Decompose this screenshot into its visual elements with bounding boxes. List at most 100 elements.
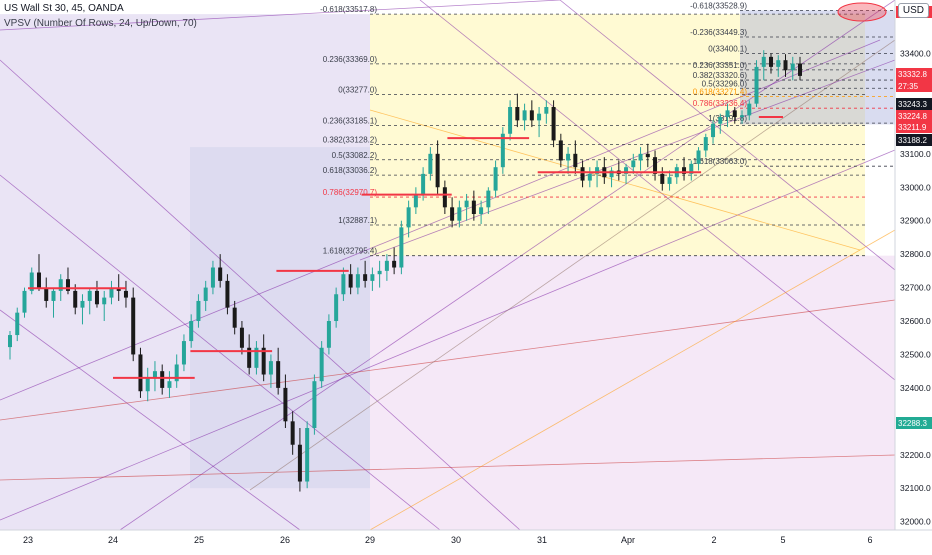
candle-body xyxy=(58,279,63,291)
candle-body xyxy=(283,387,288,422)
fib-level-label: 0.5(33296.0) xyxy=(702,79,748,88)
candle-body xyxy=(167,381,172,388)
candle xyxy=(580,160,585,188)
fib-level-label: 1(32887.1) xyxy=(338,216,377,225)
candle-body xyxy=(51,290,56,301)
candle xyxy=(435,140,440,194)
candle-body xyxy=(711,123,716,138)
candle-body xyxy=(203,287,208,301)
fib-level-label: 0.236(33185.1) xyxy=(323,116,378,125)
candle xyxy=(247,334,252,375)
price-tick-label: 32700.0 xyxy=(900,283,931,293)
candle xyxy=(660,167,665,191)
candle-body xyxy=(138,354,143,392)
price-badge: 33332.8 xyxy=(896,68,932,80)
candle-body xyxy=(65,279,70,291)
candle-body xyxy=(261,347,266,375)
candle xyxy=(44,277,49,308)
candle xyxy=(51,287,56,318)
candle-body xyxy=(493,167,498,191)
price-badge-label: 32288.3 xyxy=(898,419,927,428)
candle-body xyxy=(377,270,382,275)
candle xyxy=(479,200,484,225)
candle-body xyxy=(645,153,650,158)
candle-body xyxy=(326,321,331,348)
candle xyxy=(276,347,281,395)
candle xyxy=(290,411,295,455)
trend-line xyxy=(369,109,861,251)
candle xyxy=(138,347,143,398)
candle xyxy=(305,421,310,489)
price-badge-bg xyxy=(896,98,932,110)
candle-body xyxy=(181,341,186,365)
price-badge-bg xyxy=(896,80,932,92)
fib-level-label: 0.5(33082.2) xyxy=(332,151,378,160)
candle xyxy=(239,321,244,355)
candle-body xyxy=(406,207,411,228)
candle xyxy=(754,60,759,108)
candle-body xyxy=(558,140,563,161)
candle-body xyxy=(131,297,136,355)
candle-body xyxy=(225,280,230,308)
candle xyxy=(232,300,237,335)
fib-level-label: 0.786(32970.7) xyxy=(323,188,378,197)
candle-body xyxy=(210,267,215,288)
candle xyxy=(645,143,650,168)
time-tick-label: 5 xyxy=(780,535,785,545)
candle xyxy=(769,53,774,74)
candle-body xyxy=(8,335,12,348)
candle xyxy=(783,54,788,77)
candle xyxy=(406,200,411,238)
candle xyxy=(703,133,708,158)
candle xyxy=(689,160,694,181)
candle-body xyxy=(486,190,491,208)
currency-button[interactable]: USD xyxy=(897,3,929,18)
candle-body xyxy=(703,137,708,151)
candle-body xyxy=(790,63,795,71)
candle xyxy=(682,157,687,181)
candle-body xyxy=(29,272,34,291)
candle xyxy=(711,120,716,144)
candle xyxy=(587,167,592,188)
candle xyxy=(413,187,418,215)
price-badge: 27:35 xyxy=(896,80,932,92)
candle xyxy=(631,153,636,174)
candle xyxy=(36,254,41,291)
candle-body xyxy=(754,66,759,104)
candle-body xyxy=(102,297,107,305)
candle xyxy=(399,220,404,275)
symbol-title: US Wall St 30, 45, OANDA xyxy=(4,3,124,14)
candle-body xyxy=(232,307,237,328)
price-tick-label: 32600.0 xyxy=(900,316,931,326)
candle xyxy=(131,287,136,362)
price-badge-label: 33211.9 xyxy=(898,123,927,132)
candle xyxy=(225,274,230,315)
candle xyxy=(312,374,317,435)
trend-line xyxy=(0,39,881,401)
candle-body xyxy=(239,327,244,348)
candle xyxy=(283,374,288,429)
price-badge-label: 33332.8 xyxy=(898,70,927,79)
candle xyxy=(370,267,375,291)
candle-body xyxy=(218,267,223,281)
candle xyxy=(109,280,114,305)
candle xyxy=(94,280,99,308)
indicator-legend: VPSV (Number Of Rows, 24, Up/Down, 70) xyxy=(4,18,197,29)
trend-line xyxy=(359,59,896,261)
candle xyxy=(558,133,563,168)
candle-body xyxy=(80,300,85,308)
fib-level-label: 1.618(32795.4) xyxy=(323,247,378,256)
fib-level-label: -0.618(33517.8) xyxy=(320,5,377,14)
candle-body xyxy=(123,290,128,298)
candle-body xyxy=(145,377,150,392)
candle xyxy=(725,103,730,128)
fib-level-label: 1.618(33063.0) xyxy=(693,157,748,166)
candle-body xyxy=(740,115,745,118)
candle xyxy=(595,160,600,188)
candle-body xyxy=(189,321,194,342)
candle-body xyxy=(624,167,629,174)
fib-level-label: 0.618(33036.2) xyxy=(323,166,378,175)
candle-body xyxy=(529,110,534,121)
